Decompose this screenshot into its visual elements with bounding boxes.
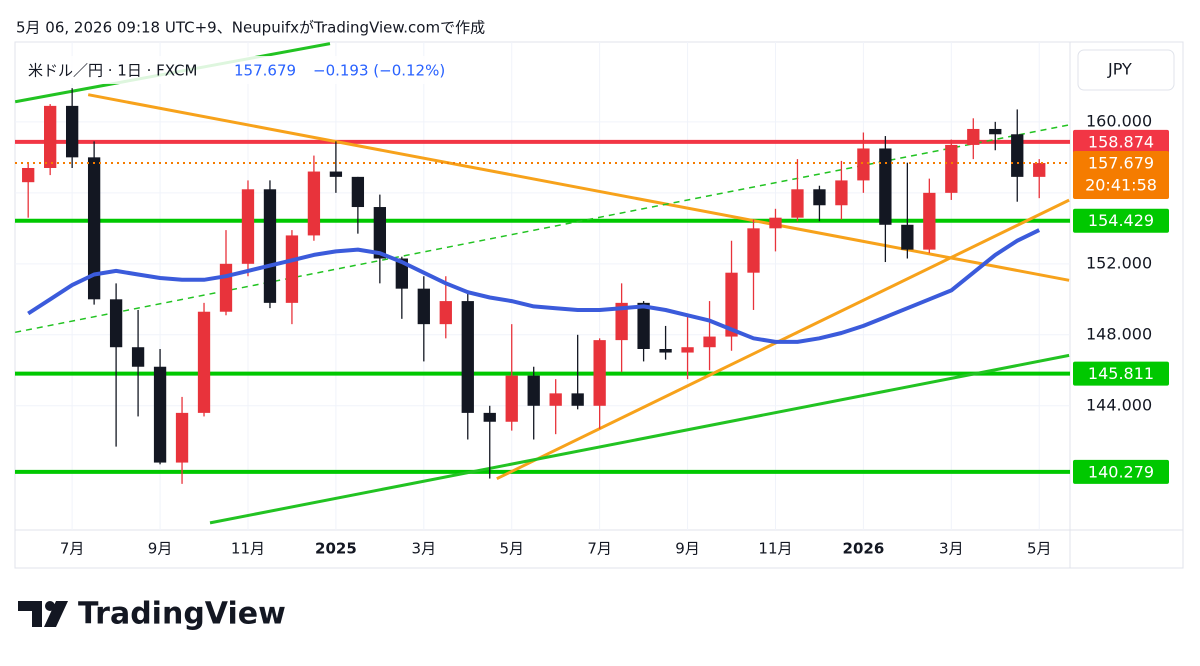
candle-body — [417, 288, 430, 325]
candle-body — [879, 148, 892, 225]
candle-body — [747, 228, 760, 273]
candle-body — [659, 348, 672, 353]
x-tick-label: 3月 — [939, 540, 964, 558]
candle-body — [1011, 134, 1024, 177]
x-tick-label: 9月 — [148, 540, 173, 558]
logo-slash — [44, 601, 68, 627]
symbol-label: 米ドル／円 · 1日 · FXCM — [28, 62, 197, 80]
plot-area — [15, 42, 1070, 525]
candle-body — [395, 258, 408, 289]
candle-body — [131, 347, 145, 367]
currency-label[interactable]: JPY — [1107, 60, 1132, 79]
candle-body — [615, 302, 628, 341]
candle-body — [307, 171, 321, 236]
candle-body — [175, 412, 189, 463]
candle-body — [197, 311, 211, 413]
candle-body — [967, 128, 980, 145]
candle-body — [923, 192, 936, 250]
level-price-label: 140.279 — [1088, 462, 1154, 481]
candle-body — [219, 263, 233, 312]
candle-body — [483, 412, 496, 422]
candle-body — [153, 366, 167, 463]
moving-average — [27, 228, 1041, 344]
y-tick-label: 152.000 — [1086, 253, 1152, 272]
level-price-box — [1073, 129, 1169, 154]
price-change: −0.193 (−0.12%) — [313, 62, 445, 80]
legend-bg — [24, 56, 464, 84]
candle-body — [813, 189, 826, 206]
candle-body — [835, 180, 848, 206]
candle-body — [571, 393, 584, 406]
trend-line — [209, 353, 1070, 525]
y-tick-label: 148.000 — [1086, 324, 1152, 343]
last-price: 157.679 — [234, 62, 296, 80]
candle-body — [461, 301, 474, 413]
x-tick-label: 5月 — [499, 540, 524, 558]
axes: 144.000148.000152.000156.000160.0007月9月1… — [60, 111, 1169, 558]
candle-body — [263, 189, 277, 303]
chart-frame — [14, 41, 1184, 569]
logo-mark — [18, 601, 42, 627]
countdown-label: 20:41:58 — [1085, 176, 1157, 195]
currency-button[interactable] — [1077, 49, 1175, 91]
candle-body — [1033, 163, 1046, 177]
candle-body — [65, 105, 79, 158]
level-price-box — [1073, 361, 1169, 386]
x-tick-label: 11月 — [231, 540, 265, 558]
x-tick-label: 5月 — [1027, 540, 1052, 558]
candle-body — [549, 393, 562, 406]
y-tick-label: 160.000 — [1086, 111, 1152, 130]
candle-body — [439, 301, 452, 325]
trend-line — [496, 198, 1070, 481]
x-tick-label: 2026 — [843, 540, 885, 558]
candle-body — [351, 176, 365, 208]
x-tick-label: 3月 — [412, 540, 437, 558]
candle-body — [505, 375, 518, 422]
candle-body — [373, 207, 387, 259]
level-price-label: 145.811 — [1088, 364, 1154, 383]
candle-body — [22, 167, 35, 183]
candle-body — [637, 302, 650, 349]
candle-body — [945, 144, 958, 193]
candle-body — [769, 217, 782, 229]
brand-logo: TradingView — [18, 597, 286, 632]
candle-body — [703, 336, 716, 348]
candle-body — [109, 299, 123, 348]
candle-body — [329, 171, 343, 177]
candle-body — [44, 105, 57, 168]
candle-body — [857, 148, 870, 181]
candle-body — [527, 375, 540, 406]
level-price-label: 158.874 — [1088, 132, 1154, 151]
grid — [15, 42, 1070, 530]
candle-body — [725, 272, 738, 337]
candle-body — [791, 189, 804, 218]
header-caption: 5月 06, 2026 09:18 UTC+9、NeupuifxがTrading… — [16, 19, 485, 37]
level-price-box — [1073, 459, 1169, 484]
trend-line — [15, 124, 1070, 334]
level-price-label: 154.429 — [1088, 211, 1154, 230]
y-tick-label: 144.000 — [1086, 395, 1152, 414]
candle-body — [241, 189, 255, 264]
candle-body — [901, 224, 914, 250]
x-tick-label: 11月 — [758, 540, 792, 558]
last-price-box — [1073, 151, 1169, 200]
x-tick-label: 2025 — [315, 540, 357, 558]
level-price-box — [1073, 208, 1169, 233]
x-tick-label: 7月 — [60, 540, 85, 558]
logo-dot — [45, 601, 55, 611]
brand-name: TradingView — [78, 597, 286, 632]
x-tick-label: 9月 — [675, 540, 700, 558]
candle-body — [285, 235, 299, 303]
last-price-label: 157.679 — [1088, 154, 1154, 173]
x-tick-label: 7月 — [587, 540, 612, 558]
candle-body — [593, 340, 606, 406]
candle-body — [989, 128, 1002, 135]
candle-body — [87, 157, 101, 300]
legend: 米ドル／円 · 1日 · FXCM 157.679 −0.193 (−0.12%… — [24, 56, 464, 84]
candle-body — [681, 347, 694, 353]
